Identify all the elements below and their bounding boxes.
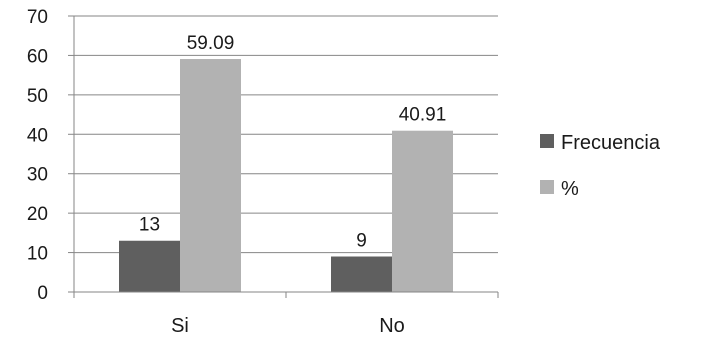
bar-frecuencia-si bbox=[119, 240, 180, 292]
y-tick-label: 0 bbox=[37, 283, 48, 304]
y-axis-ticks: 0 10 20 30 40 50 60 70 bbox=[27, 7, 74, 304]
y-tick-label: 40 bbox=[27, 125, 48, 146]
y-tick-label: 20 bbox=[27, 204, 48, 225]
data-label: 9 bbox=[356, 231, 367, 252]
bar--si bbox=[180, 59, 241, 292]
y-tick-label: 50 bbox=[27, 86, 48, 107]
bar-frecuencia-no bbox=[331, 256, 392, 292]
gridlines bbox=[74, 15, 498, 254]
axes bbox=[73, 16, 499, 298]
data-label: 13 bbox=[139, 215, 160, 236]
legend-swatch bbox=[540, 134, 554, 148]
y-tick-label: 10 bbox=[27, 244, 48, 265]
y-tick-label: 60 bbox=[27, 46, 48, 67]
data-label: 40.91 bbox=[399, 105, 447, 126]
y-tick-label: 70 bbox=[27, 7, 48, 28]
y-tick-label: 30 bbox=[27, 165, 48, 186]
legend-label: Frecuencia bbox=[561, 132, 661, 154]
legend-label: % bbox=[561, 178, 579, 200]
x-category-label: Si bbox=[171, 315, 189, 337]
x-category-label: No bbox=[379, 315, 405, 337]
data-labels: 13 59.09 9 40.91 bbox=[139, 33, 446, 251]
bar--no bbox=[392, 130, 453, 292]
data-label: 59.09 bbox=[187, 33, 235, 54]
legend-swatch bbox=[540, 180, 554, 194]
bars bbox=[119, 59, 453, 292]
x-axis-categories: Si No bbox=[171, 315, 405, 337]
legend: Frecuencia% bbox=[540, 132, 661, 200]
